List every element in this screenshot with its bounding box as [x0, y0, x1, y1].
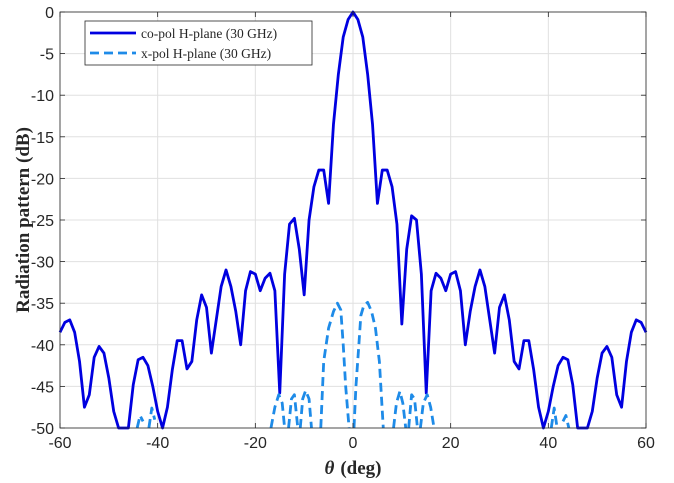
y-tick-label: -45 — [31, 379, 54, 396]
y-tick-label: -10 — [31, 88, 54, 105]
x-axis-unit: (deg) — [340, 458, 381, 479]
legend-label-co-pol: co-pol H-plane (30 GHz) — [141, 26, 277, 41]
series-line-x-pol — [287, 393, 300, 429]
tick-labels: -60 -40 -20 0 20 40 60 0 -5 -10 -15 -20 -25 -30 -35 -40… — [31, 5, 655, 452]
series-line-x-pol — [549, 406, 559, 429]
x-tick-label: -60 — [48, 435, 71, 452]
y-tick-label: -25 — [31, 213, 54, 230]
y-tick-label: -35 — [31, 296, 54, 313]
x-tick-label: 0 — [349, 435, 358, 452]
y-axis-label: Radiation pattern (dB) — [13, 127, 34, 313]
x-tick-label: -20 — [244, 435, 267, 452]
series-line-x-pol — [352, 300, 385, 429]
y-tick-label: -40 — [31, 338, 54, 355]
series-line-x-pol — [418, 393, 436, 429]
y-tick-label: -20 — [31, 171, 54, 188]
series-line-x-pol — [135, 414, 145, 429]
x-tick-label: 40 — [539, 435, 557, 452]
y-tick-label: -30 — [31, 255, 54, 272]
series-line-x-pol — [269, 393, 287, 429]
series-line-x-pol — [319, 301, 351, 429]
series-line-x-pol — [298, 389, 313, 429]
series-line-x-pol — [561, 414, 571, 429]
y-tick-label: -15 — [31, 130, 54, 147]
x-tick-label: 20 — [442, 435, 460, 452]
tick-marks — [59, 11, 647, 429]
series-line-x-pol — [407, 393, 419, 429]
legend-label-x-pol: x-pol H-plane (30 GHz) — [141, 46, 271, 61]
legend-box — [84, 20, 313, 66]
x-tick-label: 60 — [637, 435, 655, 452]
x-tick-label: -40 — [146, 435, 169, 452]
x-axis-symbol: θ — [324, 458, 334, 479]
y-tick-label: 0 — [45, 5, 54, 22]
legend: co-pol H-plane (30 GHz) x-pol H-plane (3… — [84, 20, 313, 66]
y-tick-label: -5 — [40, 47, 54, 64]
y-tick-label: -50 — [31, 421, 54, 438]
series-line-x-pol — [392, 389, 408, 429]
series-line-x-pol — [147, 406, 157, 429]
x-axis-label: θ (deg) — [324, 458, 381, 479]
